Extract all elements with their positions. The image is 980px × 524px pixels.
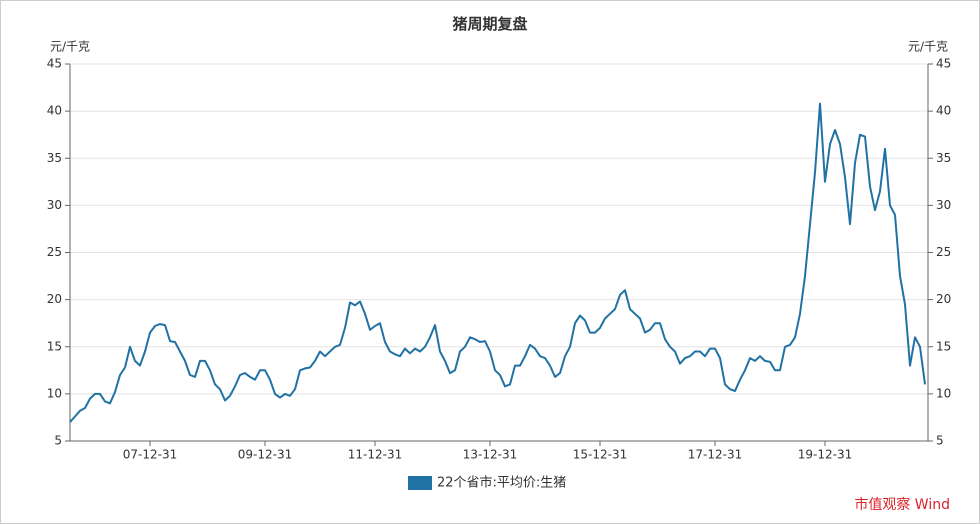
- chart-title: 猪周期复盘: [451, 15, 527, 33]
- y2-tick-label: 45: [936, 57, 951, 71]
- y2-tick-label: 30: [936, 198, 951, 212]
- y2-tick-label: 20: [936, 292, 951, 306]
- x-tick-label: 09-12-31: [238, 448, 292, 462]
- y2-tick-label: 15: [936, 339, 951, 353]
- legend-swatch: [408, 476, 432, 490]
- y2-axis-label: 元/千克: [908, 40, 948, 54]
- y-tick-label: 30: [47, 198, 62, 212]
- y-tick-label: 35: [47, 151, 62, 165]
- x-tick-label: 11-12-31: [348, 448, 402, 462]
- x-tick-label: 19-12-31: [798, 448, 852, 462]
- y-tick-label: 20: [47, 292, 62, 306]
- y2-tick-label: 35: [936, 151, 951, 165]
- y2-tick-label: 25: [936, 245, 951, 259]
- series-line: [69, 102, 926, 423]
- x-tick-label: 15-12-31: [573, 448, 627, 462]
- y-tick-label: 40: [47, 104, 62, 118]
- y-tick-label: 15: [47, 339, 62, 353]
- y2-tick-label: 5: [936, 434, 944, 448]
- x-tick-label: 13-12-31: [463, 448, 517, 462]
- y-axis-label: 元/千克: [50, 40, 90, 54]
- y2-tick-label: 10: [936, 386, 951, 400]
- y-tick-label: 5: [54, 434, 62, 448]
- x-tick-label: 17-12-31: [688, 448, 742, 462]
- watermark: 市值观察 Wind: [854, 496, 950, 513]
- y-tick-label: 45: [47, 57, 62, 71]
- y-tick-label: 10: [47, 386, 62, 400]
- y-tick-label: 25: [47, 245, 62, 259]
- x-tick-label: 07-12-31: [123, 448, 177, 462]
- legend-label: 22个省市:平均价:生猪: [437, 475, 566, 491]
- y2-tick-label: 40: [936, 104, 951, 118]
